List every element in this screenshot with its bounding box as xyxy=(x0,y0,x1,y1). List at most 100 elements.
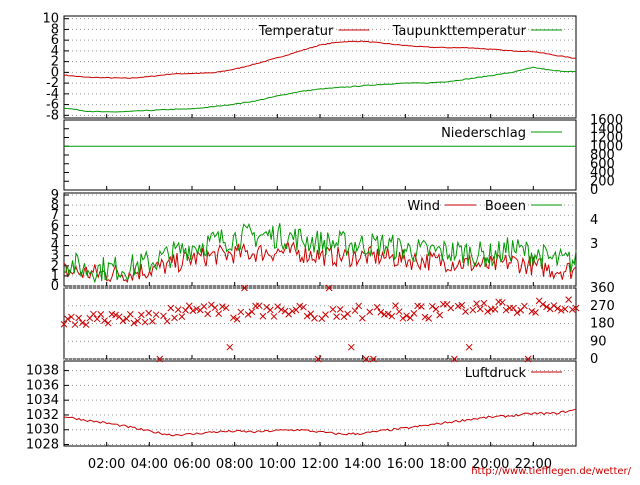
wind-direction-marker xyxy=(185,302,193,310)
series-line-boeen xyxy=(63,223,577,284)
y-tick-label: 0 xyxy=(51,279,59,294)
wind-direction-marker xyxy=(384,310,392,318)
y-tick-label: -4 xyxy=(46,87,59,102)
wind-direction-marker xyxy=(178,313,186,321)
wind-direction-marker xyxy=(141,318,149,326)
x-tick-label: 04:00 xyxy=(131,457,168,472)
wind-direction-marker xyxy=(90,310,97,318)
wind-direction-marker xyxy=(160,312,167,320)
wind-direction-marker xyxy=(277,306,285,314)
wind-direction-marker xyxy=(333,313,340,320)
wind-direction-marker xyxy=(303,312,311,320)
wind-direction-marker xyxy=(75,314,83,322)
y-tick-label: 1000 xyxy=(590,139,623,154)
y-tick-label: 6 xyxy=(51,33,59,48)
wind-direction-marker xyxy=(266,306,274,314)
wind-direction-marker xyxy=(230,314,237,322)
y-tick-label: 1600 xyxy=(590,113,623,128)
wind-direction-marker xyxy=(410,309,418,317)
y-tick-label: -8 xyxy=(46,108,59,123)
wind-direction-marker xyxy=(528,307,536,315)
wind-direction-marker xyxy=(60,320,68,328)
wind-direction-marker xyxy=(300,303,307,311)
wind-direction-marker xyxy=(347,343,355,351)
x-tick-label: 16:00 xyxy=(387,457,424,472)
wind-direction-marker xyxy=(484,308,491,315)
wind-direction-marker xyxy=(233,315,241,323)
y-tick-label: -2 xyxy=(46,76,59,91)
wind-direction-marker xyxy=(130,319,138,327)
x-tick-label: 08:00 xyxy=(216,457,253,472)
wind-direction-marker xyxy=(344,310,351,318)
y-tick-label: 3 xyxy=(51,249,59,264)
legend-label: Niederschlag xyxy=(441,126,526,141)
series-line-luftdruck xyxy=(63,408,577,437)
y-tick-label: 800 xyxy=(590,148,615,163)
y-tick-label: 1 xyxy=(51,269,59,284)
wind-direction-marker xyxy=(510,304,517,312)
y-tick-label: 4 xyxy=(51,44,59,59)
y2-tick-label: 270 xyxy=(590,299,615,314)
wind-direction-marker xyxy=(366,308,374,316)
y-tick-label: 2 xyxy=(51,259,59,274)
wind-direction-marker xyxy=(189,307,197,315)
y-tick-label: 8 xyxy=(51,22,59,37)
wind-direction-marker xyxy=(82,321,90,329)
x-tick-label: 06:00 xyxy=(173,457,210,472)
wind-direction-marker xyxy=(119,317,127,325)
y-tick-label: 1036 xyxy=(26,378,59,393)
y-tick-label: 8 xyxy=(51,198,59,213)
y-tick-label: 200 xyxy=(590,174,615,189)
wind-direction-marker xyxy=(307,310,315,318)
wind-direction-marker xyxy=(222,304,230,312)
wind-direction-marker xyxy=(156,355,164,363)
wind-direction-marker xyxy=(362,355,370,363)
wind-direction-marker xyxy=(248,308,256,316)
wind-direction-marker xyxy=(171,314,178,322)
wind-direction-marker xyxy=(322,311,329,318)
wind-direction-marker xyxy=(377,308,385,316)
wind-direction-markers xyxy=(60,284,580,363)
y-tick-label: 1200 xyxy=(590,131,623,146)
legend-label: Boeen xyxy=(485,199,526,214)
y-tick-label: 6 xyxy=(51,218,59,233)
wind-direction-marker xyxy=(126,310,134,318)
wind-direction-marker xyxy=(458,301,466,309)
wind-direction-marker xyxy=(373,303,381,311)
wind-direction-marker xyxy=(491,306,499,313)
wind-direction-marker xyxy=(149,317,156,325)
wind-direction-marker xyxy=(137,311,145,319)
wind-direction-marker xyxy=(207,301,215,309)
wind-direction-marker xyxy=(480,299,488,307)
y-tick-label: 600 xyxy=(590,157,615,172)
y2-tick-label: 360 xyxy=(590,281,615,296)
wind-direction-marker xyxy=(417,303,425,310)
wind-direction-marker xyxy=(392,302,399,309)
y-tick-label: 1034 xyxy=(26,393,59,408)
x-tick-label: 14:00 xyxy=(344,457,381,472)
wind-direction-marker xyxy=(123,315,130,323)
wind-direction-marker xyxy=(329,306,337,313)
wind-direction-marker xyxy=(97,311,105,318)
series-line-temperatur xyxy=(63,40,576,79)
y-tick-label: 4 xyxy=(51,239,59,254)
wind-direction-marker xyxy=(436,311,444,319)
wind-direction-marker xyxy=(502,306,510,314)
wind-direction-marker xyxy=(557,307,565,314)
wind-direction-marker xyxy=(513,309,521,317)
wind-direction-marker xyxy=(296,302,304,310)
wind-direction-marker xyxy=(193,305,200,313)
wind-direction-marker xyxy=(163,317,171,325)
wind-direction-marker xyxy=(325,284,333,292)
wind-direction-marker xyxy=(134,317,142,325)
wind-direction-marker xyxy=(64,315,72,323)
wind-direction-marker xyxy=(351,307,359,315)
wind-direction-marker xyxy=(270,313,278,320)
wind-direction-marker xyxy=(395,308,403,315)
wind-direction-marker xyxy=(112,311,119,319)
wind-direction-marker xyxy=(219,303,226,310)
y2-tick-label: 180 xyxy=(590,317,615,332)
y2-tick-label: 4 xyxy=(590,213,598,228)
